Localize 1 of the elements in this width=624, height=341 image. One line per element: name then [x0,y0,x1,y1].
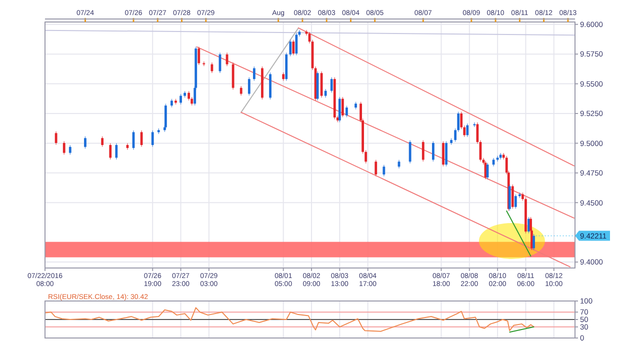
line-series [44,307,534,332]
